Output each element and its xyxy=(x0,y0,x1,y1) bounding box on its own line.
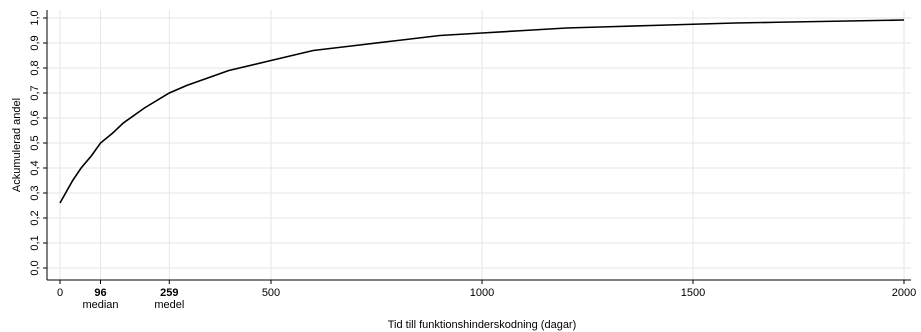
x-tick-label: 500 xyxy=(262,287,280,299)
x-tick-label: 1000 xyxy=(470,287,494,299)
x-tick-label: 2000 xyxy=(892,287,916,299)
x-tick-sublabel: medel xyxy=(154,299,184,311)
y-tick-label: 0,1 xyxy=(29,235,41,250)
grid-lines xyxy=(47,10,911,280)
x-tick-label: 96 xyxy=(94,287,106,299)
y-tick-label: 0,8 xyxy=(29,60,41,75)
y-tick-label: 0,9 xyxy=(29,35,41,50)
series xyxy=(59,19,905,204)
y-tick-label: 0,7 xyxy=(29,85,41,100)
cumulative-curve xyxy=(59,19,905,204)
y-tick-label: 0,6 xyxy=(29,110,41,125)
y-tick-label: 0,2 xyxy=(29,210,41,225)
x-tick-label: 0 xyxy=(57,287,63,299)
y-tick-label: 0,5 xyxy=(29,135,41,150)
y-tick-label: 0,0 xyxy=(29,260,41,275)
y-tick-label: 0,3 xyxy=(29,185,41,200)
y-axis-title: Ackumulerad andel xyxy=(11,98,23,192)
y-ticks: 0,0 0,1 0,2 0,3 0,4 0,5 0,6 0,7 0,8 0,9 1,0 xyxy=(29,10,47,276)
axes xyxy=(46,10,911,281)
x-tick-label: 259 xyxy=(160,287,178,299)
x-axis-title: Tid till funktionshinderskodning (dagar) xyxy=(388,319,577,331)
x-tick-label: 1500 xyxy=(681,287,705,299)
y-tick-label: 0,4 xyxy=(29,160,41,175)
x-tick-sublabel: median xyxy=(82,299,118,311)
y-tick-label: 1,0 xyxy=(29,10,41,25)
